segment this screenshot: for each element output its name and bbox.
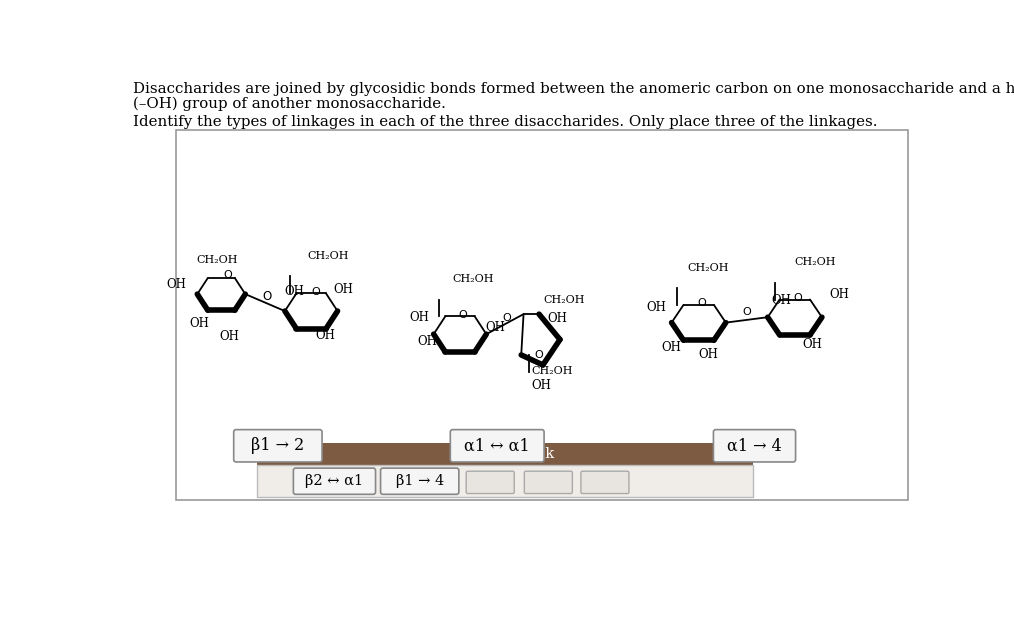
Text: OH: OH bbox=[547, 312, 567, 325]
Text: O: O bbox=[794, 293, 802, 303]
Text: CH₂OH: CH₂OH bbox=[197, 255, 238, 265]
Text: OH: OH bbox=[315, 329, 335, 342]
Text: α1 → 4: α1 → 4 bbox=[727, 438, 782, 454]
Text: OH: OH bbox=[485, 321, 505, 335]
Text: Answer Bank: Answer Bank bbox=[456, 447, 554, 461]
FancyBboxPatch shape bbox=[175, 130, 908, 500]
Text: α1 ↔ α1: α1 ↔ α1 bbox=[464, 438, 530, 454]
Text: OH: OH bbox=[829, 288, 850, 300]
Text: O: O bbox=[742, 307, 751, 318]
Text: OH: OH bbox=[410, 311, 430, 324]
Text: O: O bbox=[263, 290, 272, 303]
Text: OH: OH bbox=[662, 341, 681, 354]
FancyBboxPatch shape bbox=[714, 430, 796, 462]
FancyBboxPatch shape bbox=[233, 430, 322, 462]
Text: CH₂OH: CH₂OH bbox=[687, 262, 729, 272]
Text: β1 → 4: β1 → 4 bbox=[395, 474, 444, 488]
Text: O: O bbox=[311, 287, 320, 297]
Text: OH: OH bbox=[166, 278, 187, 291]
Text: CH₂OH: CH₂OH bbox=[307, 251, 349, 261]
FancyBboxPatch shape bbox=[380, 468, 459, 494]
FancyBboxPatch shape bbox=[257, 465, 753, 497]
Text: OH: OH bbox=[646, 301, 666, 314]
Text: OH: OH bbox=[334, 283, 354, 296]
Text: OH: OH bbox=[190, 317, 210, 330]
Text: Identify the types of linkages in each of the three disaccharides. Only place th: Identify the types of linkages in each o… bbox=[133, 116, 877, 130]
Text: (–OH) group of another monosaccharide.: (–OH) group of another monosaccharide. bbox=[133, 97, 446, 111]
Text: CH₂OH: CH₂OH bbox=[531, 366, 573, 376]
Text: CH₂OH: CH₂OH bbox=[795, 257, 837, 267]
FancyBboxPatch shape bbox=[524, 471, 572, 493]
Text: β1 → 2: β1 → 2 bbox=[251, 438, 304, 454]
FancyBboxPatch shape bbox=[466, 471, 514, 493]
Text: CH₂OH: CH₂OH bbox=[542, 295, 584, 305]
FancyBboxPatch shape bbox=[293, 468, 375, 494]
Text: O: O bbox=[223, 270, 232, 280]
Text: O: O bbox=[502, 313, 511, 323]
Text: OH: OH bbox=[531, 379, 552, 392]
Text: O: O bbox=[698, 298, 706, 309]
Text: OH: OH bbox=[771, 294, 791, 307]
Text: Disaccharides are joined by glycosidic bonds formed between the anomeric carbon : Disaccharides are joined by glycosidic b… bbox=[133, 81, 1014, 96]
Text: OH: OH bbox=[284, 285, 304, 298]
Text: OH: OH bbox=[698, 349, 718, 361]
Text: OH: OH bbox=[219, 330, 239, 343]
Text: O: O bbox=[458, 310, 467, 320]
Text: OH: OH bbox=[418, 335, 437, 349]
Text: β2 ↔ α1: β2 ↔ α1 bbox=[305, 474, 363, 488]
FancyBboxPatch shape bbox=[257, 443, 753, 465]
Text: CH₂OH: CH₂OH bbox=[452, 274, 494, 284]
Text: OH: OH bbox=[802, 338, 821, 351]
FancyBboxPatch shape bbox=[581, 471, 629, 493]
FancyBboxPatch shape bbox=[450, 430, 545, 462]
Text: O: O bbox=[534, 349, 542, 359]
